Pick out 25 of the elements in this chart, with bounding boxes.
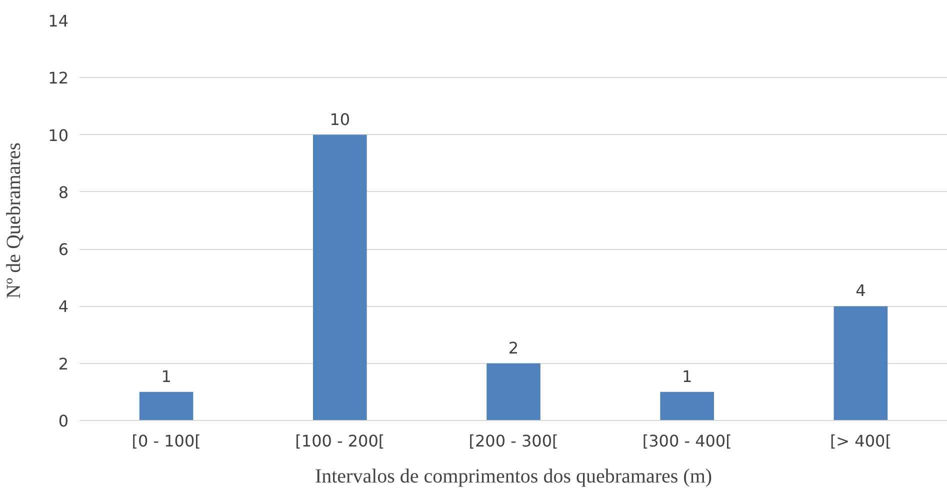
x-tick-label: [300 - 400[ <box>642 432 732 450</box>
x-tick-label: [200 - 300[ <box>468 432 558 450</box>
x-tick-label: [> 400[ <box>830 432 892 450</box>
bar <box>660 392 714 420</box>
data-label: 2 <box>508 338 519 358</box>
y-tick-label: 12 <box>48 68 68 88</box>
y-tick-label: 8 <box>58 182 69 202</box>
x-tick-label: [100 - 200[ <box>295 432 385 450</box>
y-tick-label: 6 <box>58 240 69 260</box>
y-tick-label: 2 <box>58 354 69 374</box>
bar <box>834 306 888 420</box>
x-axis-title: Intervalos de comprimentos dos quebramares (m) <box>314 466 712 488</box>
y-tick-label: 10 <box>48 126 68 145</box>
data-label: 4 <box>856 281 866 300</box>
y-axis-title: Nº de Quebramares <box>3 142 26 299</box>
data-label: 1 <box>682 366 692 386</box>
y-tick-label: 4 <box>58 297 69 316</box>
y-tick-label: 14 <box>48 12 68 30</box>
bar <box>139 392 194 420</box>
bar <box>486 363 540 420</box>
data-label: 10 <box>330 110 350 129</box>
data-label: 1 <box>161 366 172 386</box>
y-tick-label: 0 <box>58 412 69 430</box>
bar <box>312 134 367 420</box>
x-tick-label: [0 - 100[ <box>132 432 201 450</box>
